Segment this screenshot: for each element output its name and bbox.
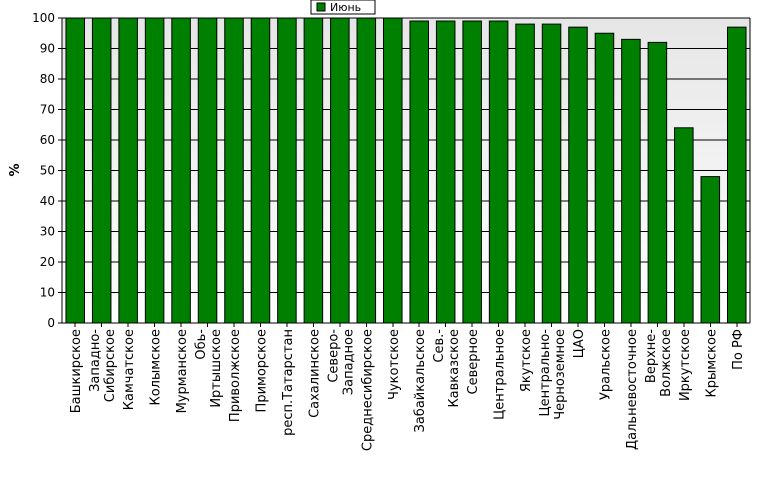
bar	[224, 17, 244, 324]
y-tick-label: 50	[40, 164, 55, 178]
x-tick-label: Сев.-	[432, 329, 447, 363]
bar	[250, 17, 271, 324]
bar	[409, 20, 429, 324]
y-tick-label: 30	[40, 225, 55, 239]
bar	[435, 20, 456, 324]
y-tick-label: 70	[40, 103, 55, 117]
x-tick-label: Сахалинское	[307, 329, 322, 418]
legend-swatch	[316, 2, 326, 12]
x-tick-label: Центральное	[493, 329, 508, 420]
x-tick-label: Черноземное	[553, 329, 568, 420]
x-tick-label: Западно-	[88, 329, 103, 392]
bar	[515, 23, 535, 324]
legend-label: Июнь	[330, 1, 361, 14]
x-tick-label: Уральское	[598, 329, 613, 400]
y-tick-label: 0	[47, 316, 55, 330]
x-tick-label: Дальневосточное	[625, 329, 640, 450]
x-tick-label: По РФ	[731, 329, 746, 370]
x-tick-label: Приволжское	[228, 329, 243, 422]
bar	[277, 17, 297, 324]
x-tick-label: Волжское	[659, 329, 674, 397]
x-tick-label: Башкирское	[69, 329, 84, 413]
y-tick-label: 100	[32, 11, 55, 25]
x-tick-label: Центрально-	[538, 329, 553, 417]
bar	[118, 17, 138, 324]
x-tick-label: Северное	[466, 329, 481, 394]
x-tick-label: Иркутское	[678, 329, 693, 401]
x-tick-label: Приморское	[254, 329, 269, 412]
bar	[330, 17, 350, 324]
bar	[568, 26, 588, 324]
bar	[171, 17, 191, 324]
x-tick-label: Иртышское	[209, 329, 224, 408]
x-tick-label: Камчатское	[122, 329, 137, 410]
bar	[383, 17, 403, 324]
x-tick-label: Среднесибирское	[360, 329, 375, 451]
x-tick-label: Сибирское	[103, 329, 118, 402]
y-tick-label: 20	[40, 255, 55, 269]
bar	[197, 17, 218, 324]
x-tick-label: Обь-	[194, 329, 209, 360]
bar	[65, 17, 85, 324]
x-tick-label: респ.Татарстан	[281, 329, 296, 436]
x-tick-label: Колымское	[149, 329, 164, 406]
x-tick-label: Кавказское	[447, 329, 462, 408]
x-tick-label: Забайкальское	[413, 329, 428, 432]
bar	[727, 26, 747, 324]
y-axis: 0 10 20 30 40 50 60 70 80 90 100	[32, 11, 751, 330]
bar	[647, 41, 668, 324]
bar	[144, 17, 165, 324]
bar	[541, 23, 562, 324]
bar	[700, 176, 721, 324]
y-axis-title: %	[8, 163, 23, 176]
x-tick-label: Северо-	[326, 329, 341, 383]
x-tick-label: Верхне-	[644, 329, 659, 383]
bar	[91, 17, 112, 324]
bar	[356, 17, 377, 324]
y-tick-label: 60	[40, 133, 55, 147]
x-tick-label: Якутское	[519, 329, 534, 392]
bar	[594, 32, 615, 324]
y-tick-label: 80	[40, 72, 55, 86]
y-tick-label: 40	[40, 194, 55, 208]
x-tick-label: Чукотское	[387, 329, 402, 400]
bar	[488, 20, 509, 324]
x-tick-label: Крымское	[704, 329, 719, 398]
y-tick-label: 10	[40, 286, 55, 300]
bar	[674, 127, 694, 324]
x-tick-label: ЦАО	[572, 329, 587, 358]
x-axis: Башкирское Западно- Сибирское Камчатское Кол…	[62, 322, 750, 451]
x-tick-label: Западное	[341, 329, 356, 395]
bar	[462, 20, 482, 324]
y-tick-label: 90	[40, 42, 55, 56]
x-tick-label: Мурманское	[175, 329, 190, 413]
bar	[303, 17, 324, 324]
legend-box	[310, 0, 376, 15]
legend[interactable]: Июнь	[310, 0, 376, 15]
bar	[621, 38, 641, 324]
